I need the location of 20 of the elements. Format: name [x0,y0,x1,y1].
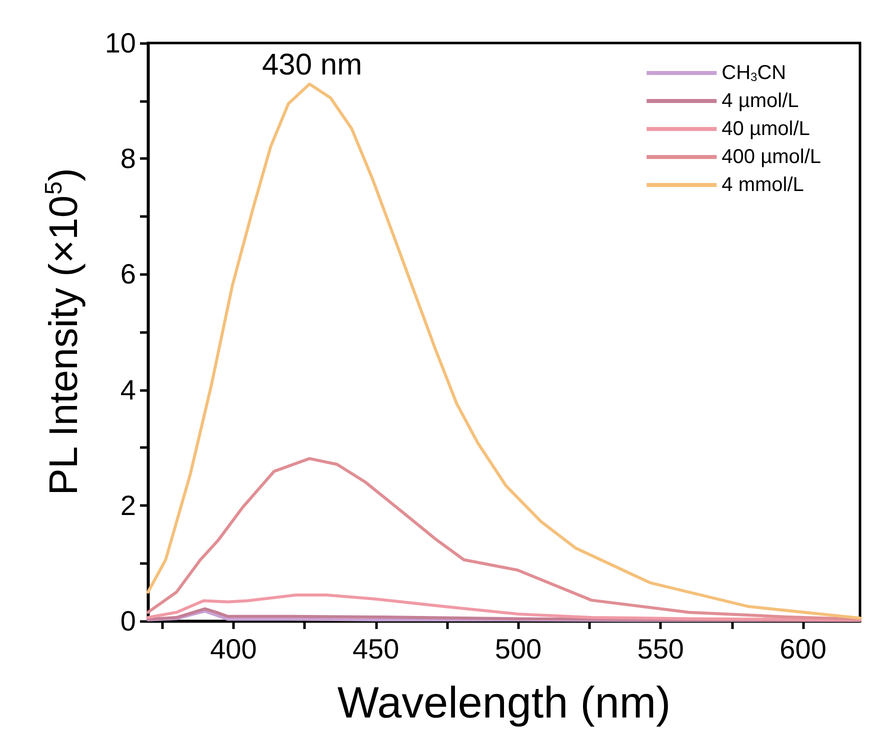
y-tick-label: 6 [120,258,136,290]
y-tick-label: 4 [120,374,136,406]
annotation: 430 nm [262,48,362,82]
x-tick-label: 550 [637,634,684,664]
x-tick-label: 600 [780,634,826,664]
y-tick-label: 8 [120,143,136,174]
legend-label: 4 µmol/L [722,90,799,112]
y-tick-label: 0 [120,606,136,636]
x-tick-label: 500 [494,634,542,664]
y-axis-title: PL Intensity (×105) [40,168,86,496]
legend-label: 4 mmol/L [722,174,804,196]
line-series [146,82,862,620]
y-tick-label: 10 [104,28,136,58]
legend-label: CH3CN [722,62,786,84]
x-tick-label: 400 [210,634,257,664]
x-axis-title: Wavelength (nm) [337,678,671,728]
legend-label: 400 µmol/L [722,146,822,168]
y-tick-label: 2 [120,490,136,521]
x-tick-label: 450 [352,634,400,664]
legend-label: 40 µmol/L [722,118,810,140]
